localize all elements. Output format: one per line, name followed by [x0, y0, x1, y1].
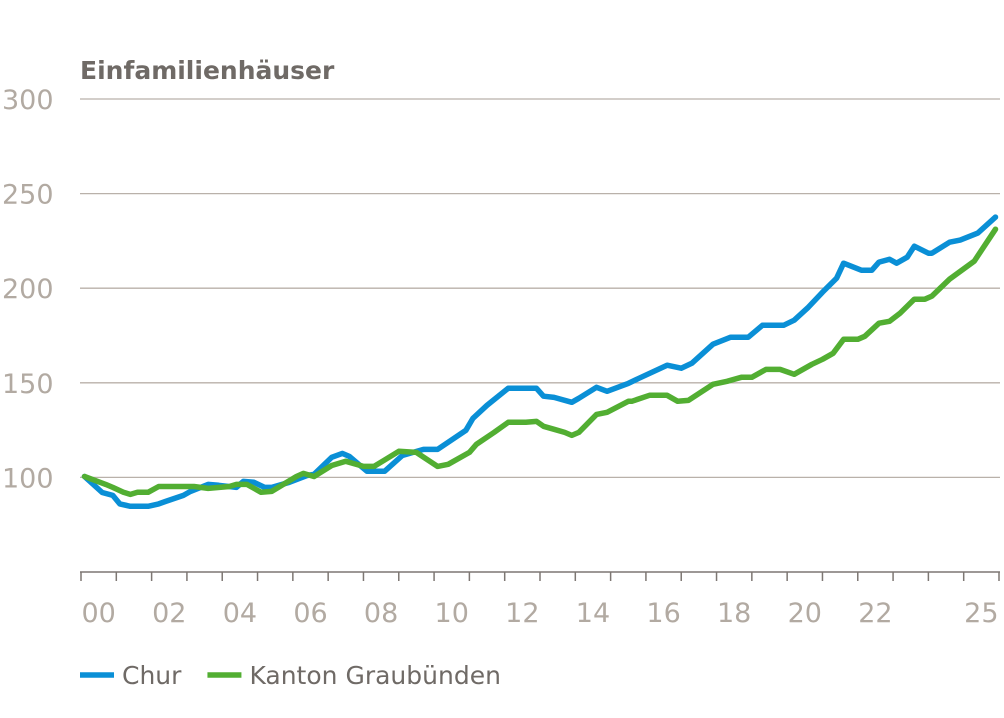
series-lines	[81, 214, 999, 510]
y-axis-tick-labels: 100 150 200 250 300	[2, 85, 54, 494]
y-tick-label: 100	[2, 463, 54, 494]
legend-label: Chur	[122, 661, 182, 690]
legend-label: Kanton Graubünden	[249, 661, 500, 690]
legend: Chur Kanton Graubünden	[80, 661, 501, 690]
x-tick-label: 18	[717, 598, 751, 629]
x-tick-label: 25	[964, 598, 998, 629]
x-tick-label: 12	[505, 598, 539, 629]
x-axis-ticks: 00 02 04 06 08 10 12 14 16 18 20 22 25	[80, 572, 1000, 629]
y-tick-label: 200	[2, 274, 54, 305]
chart-title: Einfamilienhäuser	[80, 56, 335, 85]
x-tick-label: 14	[576, 598, 610, 629]
series-line-kanton-graubuenden	[81, 226, 999, 498]
gridlines	[80, 98, 1000, 479]
y-tick-label: 300	[2, 85, 54, 116]
y-tick-label: 250	[2, 180, 54, 211]
x-tick-label: 20	[788, 598, 822, 629]
x-tick-label: 16	[646, 598, 680, 629]
x-tick-label: 04	[223, 598, 257, 629]
x-tick-label: 00	[81, 598, 115, 629]
x-tick-label: 02	[152, 598, 186, 629]
series-line-chur	[81, 214, 999, 510]
y-tick-label: 150	[2, 369, 54, 400]
x-tick-label: 22	[858, 598, 892, 629]
x-tick-label: 06	[293, 598, 327, 629]
x-tick-label: 10	[435, 598, 469, 629]
x-tick-label: 08	[364, 598, 398, 629]
